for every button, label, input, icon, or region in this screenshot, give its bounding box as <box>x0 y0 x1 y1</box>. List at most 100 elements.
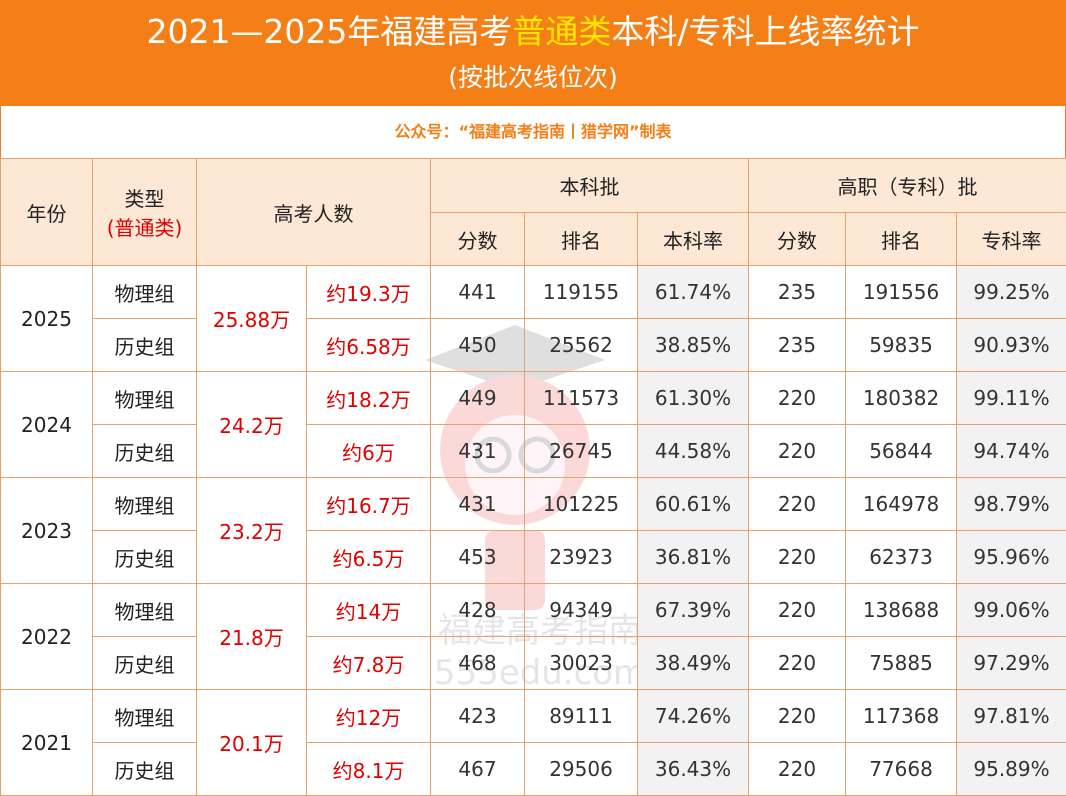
type-cell: 历史组 <box>92 530 197 584</box>
header-bachelor-score: 分数 <box>430 212 525 266</box>
header-vocational-score: 分数 <box>748 212 847 266</box>
vocational-score-cell: 220 <box>748 636 847 690</box>
table-row: 2023 物理组 23.2万 约16.7万 431 101225 60.61% 220 1649… <box>0 477 1066 584</box>
bachelor-score-cell: 449 <box>430 371 525 425</box>
bachelor-score-cell: 468 <box>430 636 525 690</box>
page-title: 2021—2025年福建高考普通类本科/专科上线率统计 <box>0 10 1066 54</box>
vocational-rank-cell: 191556 <box>845 265 958 319</box>
group-count-cell: 约6.58万 <box>306 318 431 372</box>
vocational-rate-cell: 90.93% <box>956 318 1066 372</box>
bachelor-score-cell: 428 <box>430 583 525 637</box>
title-highlight: 普通类 <box>512 12 612 51</box>
stats-table: 年份 类型 (普通类) 高考人数 本科批 高职（专科）批 分数 排名 本科率 分数… <box>0 158 1066 796</box>
header-bachelor-rank: 排名 <box>524 212 638 266</box>
bachelor-rank-cell: 101225 <box>524 477 638 531</box>
vocational-rate-cell: 98.79% <box>956 477 1066 531</box>
bachelor-rate-cell: 60.61% <box>636 477 750 531</box>
vocational-rank-cell: 180382 <box>845 371 958 425</box>
total-examinees-cell: 25.88万 <box>196 265 307 372</box>
group-count-cell: 约18.2万 <box>306 371 431 425</box>
year-cell: 2024 <box>0 371 93 478</box>
bachelor-score-cell: 441 <box>430 265 525 319</box>
table-row: 2022 物理组 21.8万 约14万 428 94349 67.39% 220 138688 9… <box>0 583 1066 690</box>
group-count-cell: 约7.8万 <box>306 636 431 690</box>
table-row: 历史组 约8.1万 467 29506 36.43% 220 77668 95.89% <box>1 742 1066 796</box>
total-examinees-cell: 20.1万 <box>196 689 307 796</box>
title-text: 2021—2025年福建高考 <box>146 12 513 51</box>
total-examinees-cell: 24.2万 <box>196 371 307 478</box>
type-cell: 物理组 <box>92 689 197 743</box>
table-row: 历史组 约6.5万 453 23923 36.81% 220 62373 95.96% <box>1 530 1066 584</box>
page-subtitle: (按批次线位次) <box>448 63 618 92</box>
bachelor-rate-cell: 36.43% <box>636 742 750 796</box>
type-cell: 物理组 <box>92 265 197 319</box>
vocational-rank-cell: 62373 <box>845 530 958 584</box>
header-type-label: 类型 <box>124 187 165 211</box>
table-row: 历史组 约6.58万 450 25562 38.85% 235 59835 90.93% <box>1 318 1066 372</box>
bachelor-rate-cell: 38.85% <box>636 318 750 372</box>
type-cell: 历史组 <box>92 742 197 796</box>
bachelor-rank-cell: 26745 <box>524 424 638 478</box>
vocational-score-cell: 220 <box>748 371 847 425</box>
group-count-cell: 约19.3万 <box>306 265 431 319</box>
type-cell: 物理组 <box>92 477 197 531</box>
type-cell: 物理组 <box>92 583 197 637</box>
bachelor-rank-cell: 29506 <box>524 742 638 796</box>
title-text-end: 本科/专科上线率统计 <box>611 12 920 51</box>
vocational-score-cell: 220 <box>748 530 847 584</box>
header-year: 年份 <box>0 158 93 266</box>
bachelor-score-cell: 431 <box>430 424 525 478</box>
vocational-rate-cell: 99.06% <box>956 583 1066 637</box>
group-count-cell: 约6.5万 <box>306 530 431 584</box>
vocational-rank-cell: 77668 <box>845 742 958 796</box>
vocational-score-cell: 220 <box>748 689 847 743</box>
bachelor-score-cell: 450 <box>430 318 525 372</box>
page-header: 2021—2025年福建高考普通类本科/专科上线率统计 (按批次线位次) <box>0 0 1066 106</box>
year-cell: 2023 <box>0 477 93 584</box>
group-count-cell: 约6万 <box>306 424 431 478</box>
total-examinees-cell: 21.8万 <box>196 583 307 690</box>
vocational-score-cell: 220 <box>748 583 847 637</box>
total-examinees-cell: 23.2万 <box>196 477 307 584</box>
group-count-cell: 约8.1万 <box>306 742 431 796</box>
vocational-score-cell: 220 <box>748 477 847 531</box>
bachelor-rank-cell: 25562 <box>524 318 638 372</box>
header-vocational-rate: 专科率 <box>956 212 1066 266</box>
bachelor-rate-cell: 36.81% <box>636 530 750 584</box>
bachelor-rate-cell: 67.39% <box>636 583 750 637</box>
vocational-rank-cell: 164978 <box>845 477 958 531</box>
header-bachelor-rate: 本科率 <box>636 212 750 266</box>
group-count-cell: 约12万 <box>306 689 431 743</box>
type-cell: 历史组 <box>92 318 197 372</box>
vocational-score-cell: 235 <box>748 265 847 319</box>
bachelor-rate-cell: 38.49% <box>636 636 750 690</box>
vocational-rank-cell: 56844 <box>845 424 958 478</box>
vocational-rate-cell: 97.29% <box>956 636 1066 690</box>
vocational-rate-cell: 99.11% <box>956 371 1066 425</box>
header-type-sub: (普通类) <box>106 216 183 240</box>
group-count-cell: 约16.7万 <box>306 477 431 531</box>
bachelor-rank-cell: 111573 <box>524 371 638 425</box>
vocational-rate-cell: 95.96% <box>956 530 1066 584</box>
vocational-rate-cell: 95.89% <box>956 742 1066 796</box>
type-cell: 历史组 <box>92 424 197 478</box>
vocational-rate-cell: 97.81% <box>956 689 1066 743</box>
year-cell: 2025 <box>0 265 93 372</box>
bachelor-rank-cell: 23923 <box>524 530 638 584</box>
group-count-cell: 约14万 <box>306 583 431 637</box>
header-type: 类型 (普通类) <box>92 158 197 266</box>
header-vocational-rank: 排名 <box>845 212 958 266</box>
type-cell: 物理组 <box>92 371 197 425</box>
bachelor-rate-cell: 61.74% <box>636 265 750 319</box>
bachelor-rank-cell: 94349 <box>524 583 638 637</box>
vocational-rate-cell: 94.74% <box>956 424 1066 478</box>
bachelor-score-cell: 453 <box>430 530 525 584</box>
vocational-rank-cell: 59835 <box>845 318 958 372</box>
header-examinees: 高考人数 <box>196 158 431 266</box>
vocational-rank-cell: 117368 <box>845 689 958 743</box>
vocational-rate-cell: 99.25% <box>956 265 1066 319</box>
table-row: 2024 物理组 24.2万 约18.2万 449 111573 61.30% 220 1803… <box>0 371 1066 478</box>
header-bachelor-group: 本科批 <box>429 158 750 213</box>
bachelor-rank-cell: 30023 <box>524 636 638 690</box>
year-cell: 2021 <box>0 689 93 796</box>
